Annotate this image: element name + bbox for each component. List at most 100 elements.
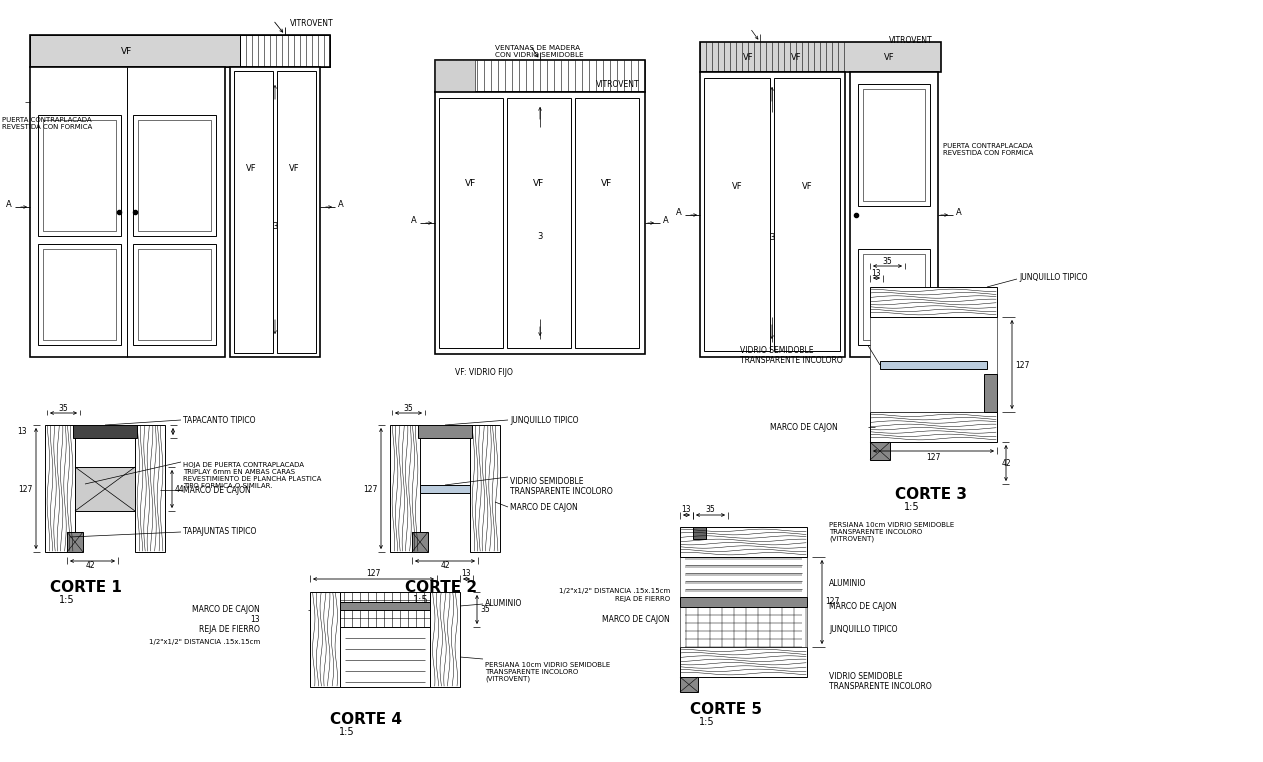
Bar — [138, 249, 211, 340]
Text: 13: 13 — [871, 268, 880, 277]
Text: 1:5: 1:5 — [338, 727, 355, 737]
Bar — [693, 527, 706, 539]
Text: PUERTA CONTRAPLACADA
REVESTIDA CON FORMICA: PUERTA CONTRAPLACADA REVESTIDA CON FORMI… — [3, 117, 92, 130]
Bar — [45, 425, 75, 552]
Text: 44: 44 — [176, 485, 184, 494]
Bar — [30, 35, 330, 67]
Text: 35: 35 — [58, 404, 68, 412]
Text: VIDRIO SEMIDOBLE
TRANSPARENTE INCOLORO: VIDRIO SEMIDOBLE TRANSPARENTE INCOLORO — [740, 345, 842, 365]
Text: VENTANAS DE MADERA
CON VIDRIO SEMIDOBLE: VENTANAS DE MADERA CON VIDRIO SEMIDOBLE — [495, 45, 584, 58]
Text: 1/2"x1/2" DISTANCIA .15x.15cm: 1/2"x1/2" DISTANCIA .15x.15cm — [149, 639, 260, 645]
Bar — [434, 60, 475, 92]
Text: JUNQUILLO TIPICO: JUNQUILLO TIPICO — [1019, 273, 1087, 281]
Bar — [230, 67, 320, 357]
Bar — [700, 42, 941, 72]
Text: TAPACANTO TIPICO: TAPACANTO TIPICO — [183, 415, 255, 424]
Bar — [774, 78, 840, 351]
Text: CORTE 5: CORTE 5 — [690, 702, 762, 716]
Text: CORTE 3: CORTE 3 — [895, 486, 967, 501]
Text: 1:5: 1:5 — [413, 595, 428, 605]
Bar — [133, 244, 216, 345]
Text: VF: VF — [289, 164, 299, 173]
Bar — [679, 647, 807, 677]
Bar — [234, 71, 273, 353]
Text: A: A — [676, 207, 682, 216]
Bar — [506, 98, 571, 348]
Text: VITROVENT: VITROVENT — [596, 79, 640, 88]
Text: 35: 35 — [480, 604, 490, 613]
Bar — [679, 597, 807, 607]
Bar — [679, 677, 698, 692]
Text: 35: 35 — [882, 257, 892, 265]
Text: VF: VF — [601, 179, 613, 188]
Bar — [984, 374, 997, 412]
Text: TAPAJUNTAS TIPICO: TAPAJUNTAS TIPICO — [183, 527, 256, 536]
Text: VIDRIO SEMIDOBLE
TRANSPARENTE INCOLORO: VIDRIO SEMIDOBLE TRANSPARENTE INCOLORO — [510, 477, 613, 496]
Text: 42: 42 — [441, 562, 450, 571]
Text: A: A — [663, 216, 668, 225]
Bar — [870, 317, 997, 412]
Text: CORTE 1: CORTE 1 — [51, 579, 121, 594]
Text: 1:5: 1:5 — [698, 717, 715, 727]
Bar — [703, 78, 770, 351]
Text: 35: 35 — [705, 505, 715, 514]
Text: 13: 13 — [681, 505, 691, 514]
Bar — [340, 602, 429, 610]
Text: 13: 13 — [18, 427, 27, 436]
Bar — [575, 98, 639, 348]
Bar — [421, 485, 470, 493]
Bar — [133, 115, 216, 236]
Text: CORTE 4: CORTE 4 — [330, 712, 402, 726]
Bar — [38, 244, 121, 345]
Bar — [434, 60, 645, 92]
Bar — [309, 592, 340, 687]
Text: HOJA DE PUERTA CONTRAPLACADA
TRIPLAY 6mm EN AMBAS CARAS
REVESTIMIENTO DE PLANCHA: HOJA DE PUERTA CONTRAPLACADA TRIPLAY 6mm… — [183, 462, 321, 489]
Bar — [340, 592, 429, 627]
Bar — [75, 467, 135, 511]
Text: 35: 35 — [403, 404, 413, 412]
Text: MARCO DE CAJON: MARCO DE CAJON — [829, 602, 897, 611]
Bar — [390, 425, 421, 552]
Text: VITROVENT: VITROVENT — [889, 36, 932, 44]
Bar — [277, 71, 316, 353]
Bar — [880, 361, 986, 369]
Text: ALUMINIO: ALUMINIO — [829, 579, 866, 588]
Bar — [870, 287, 997, 317]
Bar — [679, 557, 807, 647]
Text: 3: 3 — [273, 222, 278, 231]
Bar — [418, 425, 472, 438]
Text: 13: 13 — [250, 616, 260, 625]
Bar — [700, 72, 845, 357]
Bar — [870, 442, 890, 460]
Text: VF: VF — [743, 53, 753, 62]
Text: MARCO DE CAJON: MARCO DE CAJON — [192, 606, 260, 614]
Text: ALUMINIO: ALUMINIO — [485, 600, 523, 609]
Bar — [434, 92, 645, 354]
Text: PUERTA CONTRAPLACADA
REVESTIDA CON FORMICA: PUERTA CONTRAPLACADA REVESTIDA CON FORMI… — [943, 143, 1033, 156]
Bar — [43, 249, 116, 340]
Bar — [73, 425, 136, 438]
Text: CORTE 2: CORTE 2 — [405, 579, 477, 594]
Bar — [135, 425, 165, 552]
Bar — [30, 35, 240, 67]
Text: 127: 127 — [364, 485, 378, 494]
Bar — [470, 425, 500, 552]
Text: A: A — [338, 200, 344, 209]
Text: VF: VF — [791, 53, 801, 62]
Text: MARCO DE CAJON: MARCO DE CAJON — [510, 502, 577, 511]
Text: REJA DE FIERRO: REJA DE FIERRO — [200, 626, 260, 635]
Bar — [870, 412, 997, 442]
Text: VF: VF — [884, 53, 894, 62]
Text: VF: VF — [121, 46, 133, 56]
Text: MARCO DE CAJON: MARCO DE CAJON — [770, 422, 837, 431]
Bar — [850, 72, 938, 357]
Text: A: A — [6, 200, 13, 209]
Text: VF: VF — [802, 181, 812, 190]
Text: 13: 13 — [461, 568, 471, 578]
Bar — [863, 89, 925, 201]
Text: VITROVENT: VITROVENT — [290, 18, 333, 27]
Text: 127: 127 — [825, 597, 840, 607]
Bar — [240, 35, 330, 67]
Bar — [412, 532, 428, 552]
Bar — [43, 120, 116, 231]
